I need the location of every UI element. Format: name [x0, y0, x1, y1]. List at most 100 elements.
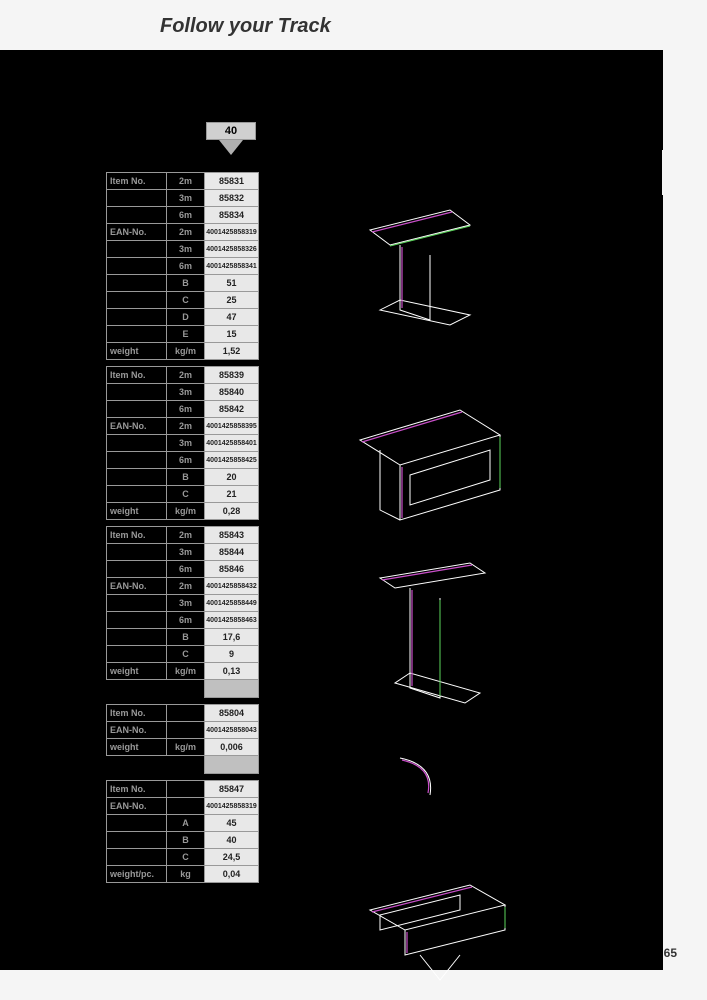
row-value: 51	[205, 275, 259, 292]
table-row: B17,6	[107, 629, 259, 646]
row-value: 0,006	[205, 739, 259, 756]
spec-table: Item No.2m858313m858326m85834EAN-No.2m40…	[106, 172, 259, 360]
row-value: 9	[205, 646, 259, 663]
row-value: 4001425858449	[205, 595, 259, 612]
table-row: 6m85834	[107, 207, 259, 224]
row-value: 85839	[205, 367, 259, 384]
row-label: weight/pc.	[107, 866, 167, 883]
row-value: 85804	[205, 705, 259, 722]
row-sublabel: 6m	[167, 401, 205, 418]
row-label	[107, 561, 167, 578]
row-label	[107, 326, 167, 343]
table-row: weight/pc.kg0,04	[107, 866, 259, 883]
technical-drawing	[390, 750, 450, 805]
row-value: 4001425858326	[205, 241, 259, 258]
row-sublabel	[167, 705, 205, 722]
row-sublabel: kg	[167, 866, 205, 883]
row-sublabel: 6m	[167, 258, 205, 275]
row-label: weight	[107, 343, 167, 360]
row-value: 1,52	[205, 343, 259, 360]
row-sublabel: 6m	[167, 452, 205, 469]
row-sublabel: 3m	[167, 595, 205, 612]
row-sublabel: kg/m	[167, 739, 205, 756]
row-label: weight	[107, 739, 167, 756]
table-row: Item No.85804	[107, 705, 259, 722]
spacer-row	[107, 756, 259, 774]
row-label	[107, 486, 167, 503]
row-label	[107, 258, 167, 275]
row-sublabel: B	[167, 275, 205, 292]
arrow-label: 40	[206, 122, 256, 140]
row-label: EAN-No.	[107, 578, 167, 595]
technical-drawing	[350, 860, 520, 990]
table-row: 6m85846	[107, 561, 259, 578]
row-label	[107, 384, 167, 401]
row-value: 4001425858425	[205, 452, 259, 469]
table-row: 6m4001425858463	[107, 612, 259, 629]
table-row: 3m4001425858449	[107, 595, 259, 612]
table-row: 3m85844	[107, 544, 259, 561]
page-number: 65	[664, 946, 677, 960]
table-row: EAN-No.4001425858043	[107, 722, 259, 739]
row-sublabel: 3m	[167, 544, 205, 561]
spacer-row	[107, 680, 259, 698]
row-label: EAN-No.	[107, 798, 167, 815]
row-sublabel: kg/m	[167, 343, 205, 360]
row-sublabel: 3m	[167, 435, 205, 452]
table-row: Item No.2m85843	[107, 527, 259, 544]
row-value: 85844	[205, 544, 259, 561]
row-label	[107, 646, 167, 663]
row-value: 85840	[205, 384, 259, 401]
spec-table: Item No.85847EAN-No.4001425858319A45B40C…	[106, 780, 259, 883]
table-row: 3m4001425858401	[107, 435, 259, 452]
row-label: Item No.	[107, 367, 167, 384]
page-header: Follow your Track	[0, 0, 707, 50]
row-label	[107, 401, 167, 418]
table-row: 3m85840	[107, 384, 259, 401]
table-row: Item No.2m85839	[107, 367, 259, 384]
row-sublabel: B	[167, 832, 205, 849]
table-row: EAN-No. 4001425858319	[107, 798, 259, 815]
table-row: 6m4001425858425	[107, 452, 259, 469]
row-label: EAN-No.	[107, 418, 167, 435]
row-label: weight	[107, 663, 167, 680]
row-sublabel: 3m	[167, 241, 205, 258]
row-label: EAN-No.	[107, 722, 167, 739]
row-sublabel: C	[167, 292, 205, 309]
row-sublabel: 6m	[167, 207, 205, 224]
row-value: 85843	[205, 527, 259, 544]
table-row: C25	[107, 292, 259, 309]
row-sublabel: C	[167, 486, 205, 503]
row-sublabel: E	[167, 326, 205, 343]
drawing-icon	[350, 558, 510, 728]
table-row: EAN-No.2m4001425858319	[107, 224, 259, 241]
row-sublabel	[167, 722, 205, 739]
row-value: 4001425858319	[205, 798, 259, 815]
row-label	[107, 849, 167, 866]
table-row: A45	[107, 815, 259, 832]
row-label	[107, 452, 167, 469]
row-value: 0,04	[205, 866, 259, 883]
table-row: C21	[107, 486, 259, 503]
row-value: 4001425858401	[205, 435, 259, 452]
table-row: B51	[107, 275, 259, 292]
row-sublabel: 3m	[167, 190, 205, 207]
row-value: 15	[205, 326, 259, 343]
table-row: EAN-No.2m4001425858395	[107, 418, 259, 435]
spec-table: Item No.2m858433m858446m85846EAN-No.2m40…	[106, 526, 259, 698]
row-sublabel	[167, 781, 205, 798]
row-label	[107, 275, 167, 292]
row-sublabel: kg/m	[167, 503, 205, 520]
row-value: 17,6	[205, 629, 259, 646]
row-sublabel: B	[167, 469, 205, 486]
table-row: Item No.2m85831	[107, 173, 259, 190]
table-row: 6m85842	[107, 401, 259, 418]
row-sublabel: D	[167, 309, 205, 326]
technical-drawing	[340, 380, 520, 550]
table-row: D47	[107, 309, 259, 326]
row-value: 21	[205, 486, 259, 503]
page-title: Follow your Track	[160, 15, 707, 38]
row-value: 85842	[205, 401, 259, 418]
row-sublabel: C	[167, 646, 205, 663]
row-sublabel: kg/m	[167, 663, 205, 680]
